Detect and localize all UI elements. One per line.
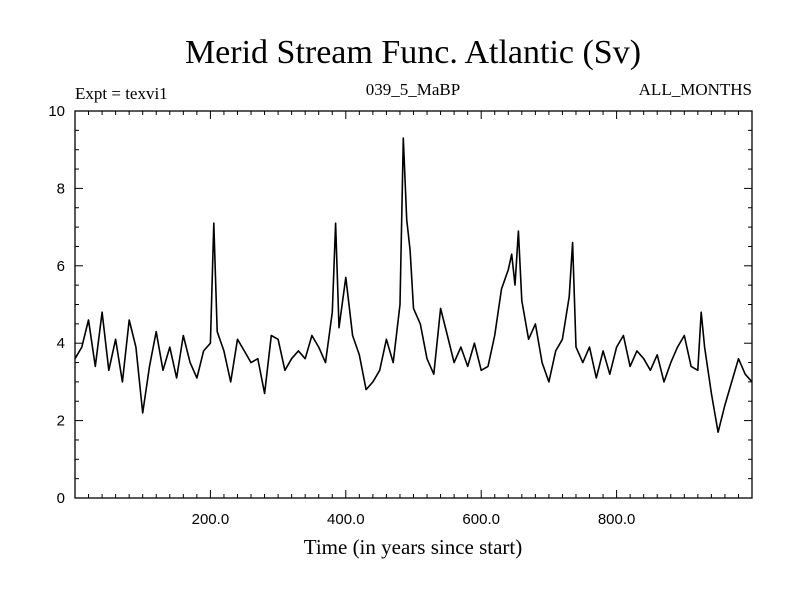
x-axis-label: Time (in years since start) [304,535,523,559]
y-tick-label: 8 [57,180,65,197]
annotation-center: 039_5_MaBP [366,80,460,99]
x-tick-label: 600.0 [462,511,500,528]
y-tick-label: 2 [57,413,65,430]
y-tick-label: 4 [57,335,65,352]
y-tick-label: 10 [48,103,65,120]
annotation-right: ALL_MONTHS [639,80,752,99]
chart-title: Merid Stream Func. Atlantic (Sv) [185,34,641,71]
y-tick-label: 0 [57,490,65,507]
axis-layer: 200.0 400.0 600.0 800.0 0 2 4 6 8 10 [48,103,752,528]
series-line [74,137,753,434]
x-tick-label: 800.0 [598,511,636,528]
x-tick-label: 200.0 [192,511,230,528]
annotation-left: Expt = texvi1 [75,84,168,103]
series-layer [74,137,753,434]
y-tick-label: 6 [57,258,65,275]
x-tick-label: 400.0 [327,511,365,528]
